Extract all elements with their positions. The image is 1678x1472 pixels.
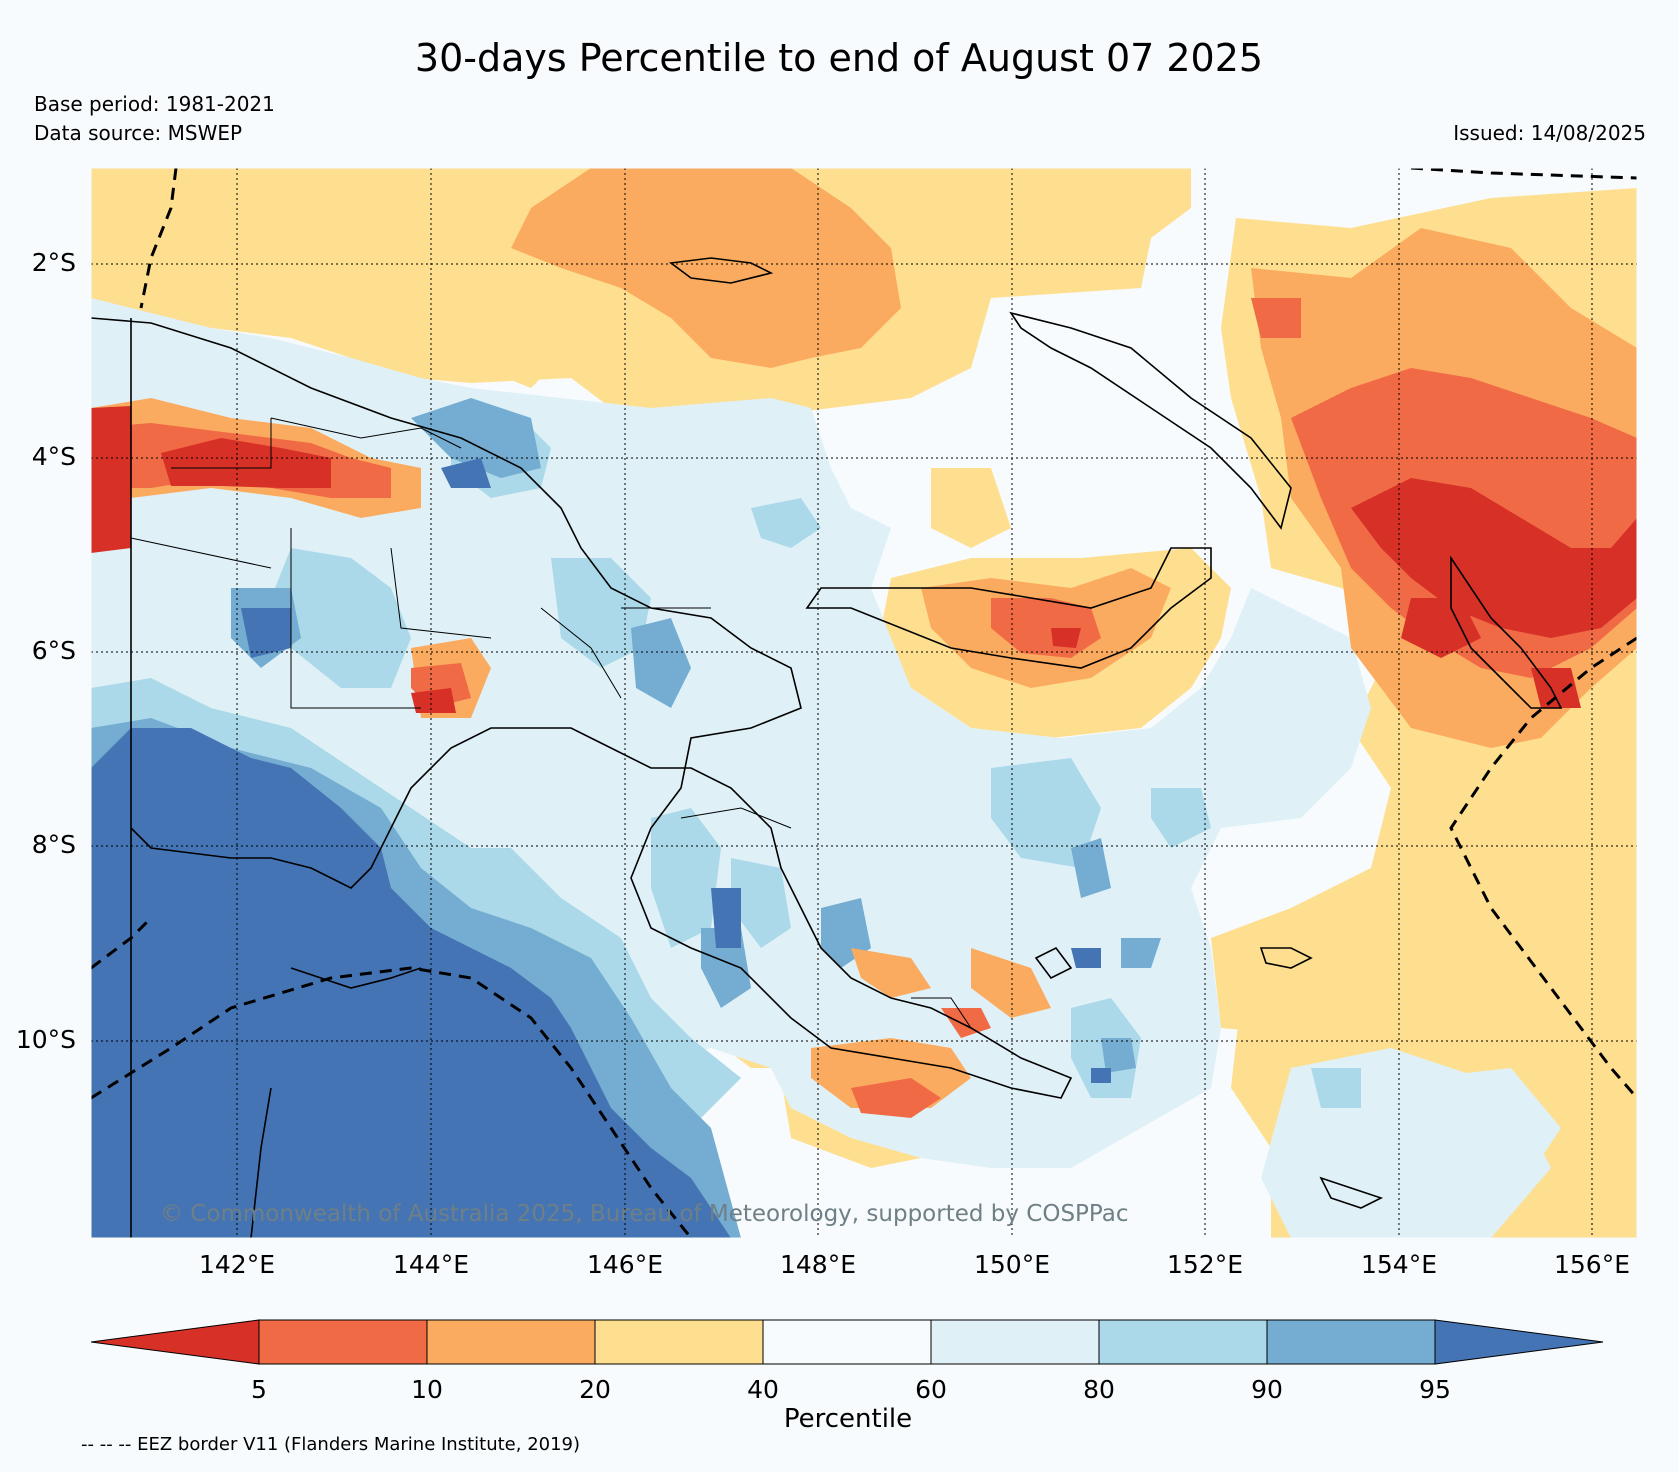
colorbar-svg	[90, 1319, 1604, 1365]
map-title: 30-days Percentile to end of August 07 2…	[414, 36, 1264, 80]
issued-date-label: Issued: 14/08/2025	[1453, 121, 1646, 145]
eez-borders	[91, 168, 1637, 1238]
colorbar-tick-5: 5	[251, 1375, 267, 1404]
lon-label-146e: 146°E	[586, 1250, 663, 1279]
admin-borders	[130, 417, 972, 1029]
colorbar-segment-40-60	[762, 1319, 932, 1365]
colorbar-segment-60-80	[930, 1319, 1100, 1365]
lon-label-142e: 142°E	[198, 1250, 275, 1279]
base-period-label: Base period: 1981-2021	[34, 92, 275, 116]
percentile-above-95-areas	[91, 458, 1111, 1238]
copyright-credit: © Commonwealth of Australia 2025, Bureau…	[160, 1201, 1129, 1227]
lat-label-6s: 6°S	[31, 636, 76, 665]
graticule	[91, 168, 1637, 1238]
lat-label-4s: 4°S	[31, 442, 76, 471]
colorbar-tick-60: 60	[915, 1375, 947, 1404]
lon-label-154e: 154°E	[1360, 1250, 1437, 1279]
eez-note: -- -- -- EEZ border V11 (Flanders Marine…	[81, 1434, 581, 1455]
colorbar-segment-below-5	[90, 1319, 260, 1365]
colorbar-tick-95: 95	[1419, 1375, 1451, 1404]
colorbar-segment-90-95	[1266, 1319, 1436, 1365]
colorbar-segment-80-90	[1098, 1319, 1268, 1365]
lon-label-144e: 144°E	[392, 1250, 469, 1279]
colorbar-tick-40: 40	[747, 1375, 779, 1404]
lat-label-10s: 10°S	[15, 1025, 76, 1054]
colorbar-tick-10: 10	[411, 1375, 443, 1404]
colorbar	[90, 1318, 1605, 1370]
colorbar-title: Percentile	[783, 1404, 913, 1434]
map-canvas	[91, 168, 1637, 1238]
colorbar-segment-above-95	[1434, 1319, 1604, 1365]
lon-label-150e: 150°E	[973, 1250, 1050, 1279]
colorbar-segment-5-10	[258, 1319, 428, 1365]
lon-label-152e: 152°E	[1166, 1250, 1243, 1279]
lon-label-156e: 156°E	[1553, 1250, 1630, 1279]
lat-label-8s: 8°S	[31, 830, 76, 859]
colorbar-tick-90: 90	[1251, 1375, 1283, 1404]
colorbar-tick-20: 20	[579, 1375, 611, 1404]
colorbar-segment-20-40	[594, 1319, 764, 1365]
percentile-below-5-areas	[91, 406, 1637, 713]
data-source-label: Data source: MSWEP	[34, 121, 243, 145]
coastlines	[91, 257, 1563, 1238]
lat-label-2s: 2°S	[31, 248, 76, 277]
colorbar-segment-10-20	[426, 1319, 596, 1365]
lon-label-148e: 148°E	[779, 1250, 856, 1279]
percentile-map	[91, 168, 1637, 1238]
colorbar-tick-80: 80	[1083, 1375, 1115, 1404]
